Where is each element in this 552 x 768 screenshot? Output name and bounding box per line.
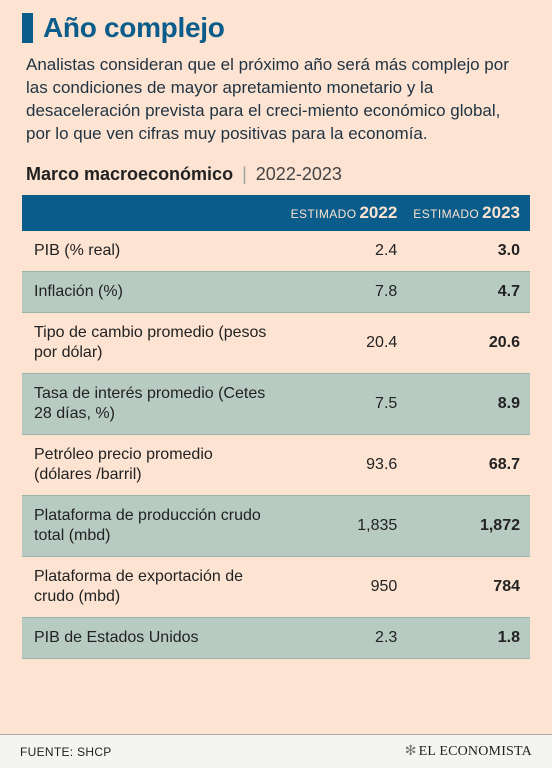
row-label: Tasa de interés promedio (Cetes 28 días,…	[22, 373, 285, 434]
header-col-2023: ESTIMADO2023	[407, 195, 530, 231]
row-v2023: 1.8	[407, 617, 530, 658]
row-v2023: 1,872	[407, 495, 530, 556]
row-v2023: 8.9	[407, 373, 530, 434]
logo-el: EL	[419, 744, 436, 759]
row-v2023: 20.6	[407, 312, 530, 373]
table-body: PIB (% real) 2.4 3.0 Inflación (%) 7.8 4…	[22, 231, 530, 659]
row-label: Plataforma de producción crudo total (mb…	[22, 495, 285, 556]
header-small-2022: ESTIMADO	[291, 207, 357, 221]
table-row: Inflación (%) 7.8 4.7	[22, 271, 530, 312]
row-v2022: 1,835	[285, 495, 408, 556]
row-label: Petróleo precio promedio (dólares /barri…	[22, 434, 285, 495]
intro-text: Analistas consideran que el próximo año …	[0, 48, 552, 160]
row-v2022: 950	[285, 556, 408, 617]
row-label: PIB de Estados Unidos	[22, 617, 285, 658]
header-year-2022: 2022	[359, 203, 397, 222]
table-row: Petróleo precio promedio (dólares /barri…	[22, 434, 530, 495]
title-mark	[22, 13, 33, 43]
row-v2022: 7.5	[285, 373, 408, 434]
row-label: PIB (% real)	[22, 231, 285, 272]
row-label: Plataforma de exportación de crudo (mbd)	[22, 556, 285, 617]
table-header-row: ESTIMADO2022 ESTIMADO2023	[22, 195, 530, 231]
row-v2022: 2.3	[285, 617, 408, 658]
logo-star-icon: ✻	[405, 744, 417, 759]
footer: FUENTE: SHCP ✻EL ECONOMISTA	[0, 734, 552, 768]
header-col-2022: ESTIMADO2022	[285, 195, 408, 231]
header-label-col	[22, 195, 285, 231]
section-subhead: Marco macroeconómico | 2022-2023	[0, 160, 552, 195]
table-row: PIB (% real) 2.4 3.0	[22, 231, 530, 272]
subhead-years: 2022-2023	[256, 164, 342, 184]
footer-source: FUENTE: SHCP	[20, 745, 112, 759]
subhead-sep: |	[242, 164, 247, 184]
row-v2023: 784	[407, 556, 530, 617]
table-row: Plataforma de producción crudo total (mb…	[22, 495, 530, 556]
table-row: Plataforma de exportación de crudo (mbd)…	[22, 556, 530, 617]
row-label: Tipo de cambio promedio (pesos por dólar…	[22, 312, 285, 373]
footer-logo: ✻EL ECONOMISTA	[405, 743, 532, 760]
row-v2023: 3.0	[407, 231, 530, 272]
header-year-2023: 2023	[482, 203, 520, 222]
header-small-2023: ESTIMADO	[413, 207, 479, 221]
subhead-bold: Marco macroeconómico	[26, 164, 233, 184]
row-v2022: 20.4	[285, 312, 408, 373]
row-v2023: 4.7	[407, 271, 530, 312]
table-row: Tasa de interés promedio (Cetes 28 días,…	[22, 373, 530, 434]
row-v2022: 93.6	[285, 434, 408, 495]
infographic-container: Año complejo Analistas consideran que el…	[0, 0, 552, 768]
macro-table: ESTIMADO2022 ESTIMADO2023 PIB (% real) 2…	[22, 195, 530, 659]
row-v2022: 2.4	[285, 231, 408, 272]
title-block: Año complejo	[0, 0, 552, 48]
table-row: PIB de Estados Unidos 2.3 1.8	[22, 617, 530, 658]
row-v2023: 68.7	[407, 434, 530, 495]
page-title: Año complejo	[43, 12, 225, 44]
table-row: Tipo de cambio promedio (pesos por dólar…	[22, 312, 530, 373]
row-v2022: 7.8	[285, 271, 408, 312]
row-label: Inflación (%)	[22, 271, 285, 312]
logo-eco: ECONOMISTA	[439, 744, 532, 759]
